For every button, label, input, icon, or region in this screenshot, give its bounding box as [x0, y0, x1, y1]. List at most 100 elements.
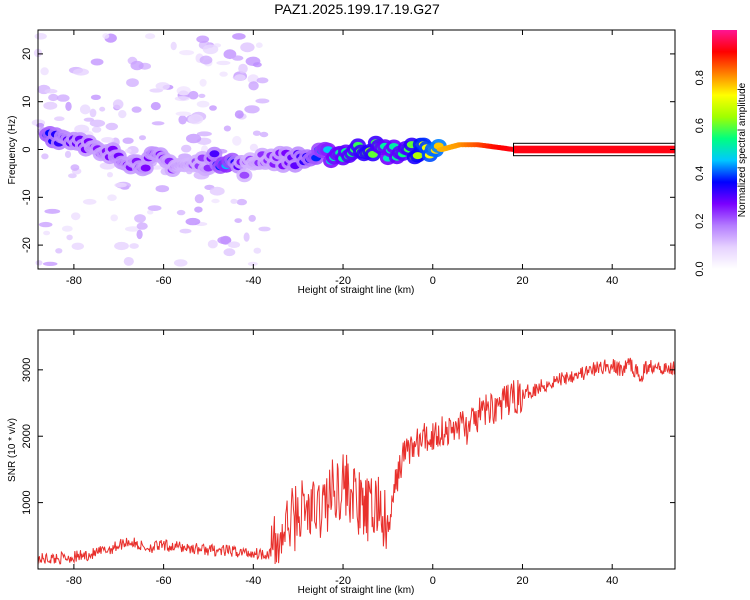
spectrogram-noise-blob — [248, 81, 259, 91]
spectrogram-noise-blob — [107, 172, 113, 178]
colorbar-tick-label: 0.8 — [694, 70, 706, 85]
snr-y-axis: 1000 2000 3000 — [21, 358, 675, 515]
spectrogram-noise-blob — [175, 111, 191, 117]
spectrogram-noise-blob — [216, 60, 231, 66]
y-tick-label: -20 — [21, 237, 33, 253]
snr-x-axis-label: Height of straight line (km) — [298, 585, 415, 596]
spectrogram-noise-blob — [124, 226, 141, 232]
spectrogram-noise-blob — [34, 33, 47, 40]
spectrogram-noise-blob — [209, 186, 225, 196]
spectrogram-noise-blob — [41, 153, 49, 160]
spectrogram-noise-blob — [131, 106, 142, 113]
spectrogram-noise-blob — [83, 117, 95, 122]
spectrogram-noise-blob — [220, 235, 232, 245]
spectrogram-noise-blob — [118, 110, 127, 119]
y-tick-label: 10 — [21, 96, 33, 108]
spectrogram-y-axis-label: Frequency (Hz) — [7, 116, 18, 185]
spectrogram-noise-blob — [136, 222, 148, 230]
snr-x-axis: -80 -60 -40 -20 0 20 40 — [66, 330, 618, 587]
spectrogram-noise-blob — [170, 41, 177, 51]
x-tick-label: -60 — [156, 575, 172, 587]
spectrogram-noise-blob — [207, 239, 218, 249]
x-tick-label: 0 — [430, 275, 436, 287]
spectrogram-noise-blob — [232, 55, 244, 61]
spectrogram-noise-blob — [178, 115, 187, 125]
spectrogram-noise-blob — [202, 44, 219, 55]
y-tick-label: 20 — [21, 48, 33, 60]
spectrogram-noise-blob — [74, 124, 90, 134]
spectrogram-noise-blob — [65, 101, 72, 111]
spectrogram-noise-blob — [198, 93, 206, 98]
colorbar-tick-label: 0.6 — [694, 118, 706, 133]
colorbar-axis: 0.0 0.2 0.4 0.6 0.8 — [694, 70, 706, 276]
spectrogram-noise-blob — [238, 63, 248, 74]
spectrogram-carrier-band — [513, 145, 675, 154]
spectrogram-noise-blob — [196, 35, 210, 43]
spectrogram-noise-blob — [227, 241, 241, 248]
spectrogram-noise-blob — [186, 133, 202, 144]
snr-series-line — [37, 357, 676, 566]
colorbar-tick-label: 0.2 — [694, 214, 706, 229]
spectrogram-noise-blob — [247, 74, 259, 84]
spectrogram-noise-blob — [36, 123, 45, 128]
spectrogram-noise-blob — [179, 228, 192, 234]
colorbar-tick-label: 0.0 — [694, 261, 706, 276]
spectrogram-noise-blob — [40, 67, 49, 76]
spectrogram-y-axis: -20 -10 0 10 20 — [21, 48, 675, 253]
spectrogram-noise-blob — [89, 108, 97, 118]
spectrogram-noise-blob — [129, 243, 139, 249]
spectrogram-noise-blob — [247, 261, 258, 266]
spectrogram-noise-blob — [209, 105, 217, 111]
spectrogram-noise-blob — [114, 241, 129, 251]
spectrogram-noise-blob — [102, 33, 110, 39]
spectrogram-noise-blob — [99, 162, 116, 170]
spectrogram-noise-blob — [145, 33, 156, 40]
figure-title: PAZ1.2025.199.17.19.G27 — [274, 1, 440, 17]
spectrogram-noise-blob — [199, 55, 213, 65]
spectrogram-noise-blob — [150, 102, 161, 111]
spectrogram-noise-blob — [176, 209, 186, 216]
spectrogram-noise-blob — [232, 135, 242, 146]
x-tick-label: -20 — [335, 575, 351, 587]
spectrogram-noise-blob — [256, 77, 269, 84]
spectrogram-ridge-blob — [412, 152, 423, 160]
spectrogram-noise-blob — [43, 101, 58, 110]
spectrogram-noise-blob — [56, 94, 70, 102]
colorbar-scale — [712, 30, 737, 269]
spectrogram-noise-blob — [114, 182, 127, 188]
spectrogram-noise-blob — [44, 88, 58, 94]
spectrogram-noise-blob — [147, 209, 154, 215]
snr-frame — [37, 329, 676, 570]
spectrogram-noise-blob — [211, 198, 220, 204]
spectrogram-panel: -80 -60 -40 -20 0 20 40 -20 -10 0 10 20 Height of … — [7, 29, 676, 296]
spectrogram-noise-blob — [38, 221, 53, 228]
spectrogram-noise-blob — [230, 198, 238, 204]
spectrogram-noise-blob — [185, 217, 201, 226]
spectrogram-noise-blob — [101, 137, 115, 143]
spectrogram-noise-blob — [48, 93, 59, 102]
spectrogram-ridge-blob — [209, 150, 220, 158]
snr-panel: -80 -60 -40 -20 0 20 40 1000 2000 3000 Height of… — [7, 329, 676, 596]
spectrogram-noise-blob — [89, 119, 106, 128]
spectrogram-noise-blob — [243, 232, 250, 242]
spectrogram-noise-blob — [194, 206, 203, 213]
x-tick-label: -20 — [335, 275, 351, 287]
x-tick-label: 20 — [516, 275, 528, 287]
snr-y-axis-label: SNR (10 * v/v) — [7, 418, 18, 482]
spectrogram-noise-blob — [122, 137, 134, 144]
spectrogram-noise-blob — [71, 242, 85, 250]
spectrogram-noise-blob — [35, 260, 43, 266]
spectrogram-noise-blob — [71, 212, 81, 221]
spectrogram-noise-blob — [110, 214, 118, 222]
spectrogram-noise-blob — [174, 96, 190, 102]
spectrogram-noise-blob — [240, 42, 255, 53]
spectrogram-noise-blob — [219, 71, 228, 77]
spectrogram-noise-blob — [73, 68, 89, 76]
x-tick-label: 40 — [606, 275, 618, 287]
spectrogram-noise-blob — [82, 198, 97, 205]
spectrogram-noise-blob — [253, 247, 262, 254]
y-tick-label: 2000 — [21, 424, 33, 448]
spectrogram-noise-blob — [155, 185, 170, 193]
spectrogram-noise-blob — [147, 205, 162, 212]
